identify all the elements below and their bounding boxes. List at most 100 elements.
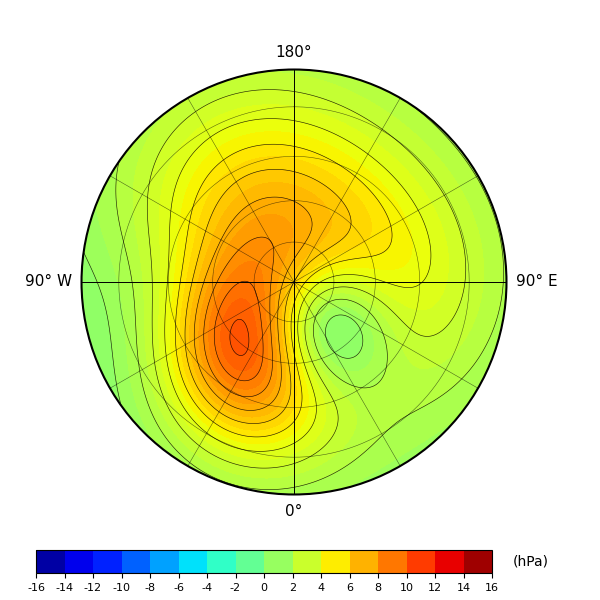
Point bbox=[289, 277, 299, 287]
Point bbox=[289, 277, 299, 287]
Point bbox=[289, 277, 299, 287]
Point bbox=[289, 277, 299, 287]
Point bbox=[289, 277, 299, 287]
Point bbox=[289, 277, 299, 287]
Point bbox=[289, 277, 299, 287]
Point bbox=[289, 277, 299, 287]
Point bbox=[289, 277, 299, 287]
Point bbox=[289, 277, 299, 287]
Point bbox=[289, 277, 299, 287]
Point bbox=[289, 277, 299, 287]
Point bbox=[289, 277, 299, 287]
Point bbox=[289, 277, 299, 287]
Point bbox=[289, 277, 299, 287]
Point bbox=[289, 277, 299, 287]
Point bbox=[289, 277, 299, 287]
Point bbox=[289, 277, 299, 287]
Point bbox=[289, 277, 299, 287]
Point bbox=[289, 277, 299, 287]
Point bbox=[289, 277, 299, 287]
Point bbox=[289, 277, 299, 287]
Point bbox=[289, 277, 299, 287]
Point bbox=[289, 277, 299, 287]
Point bbox=[289, 277, 299, 287]
Point bbox=[289, 277, 299, 287]
Point bbox=[289, 277, 299, 287]
Point bbox=[289, 277, 299, 287]
Point bbox=[289, 277, 299, 287]
Text: 180°: 180° bbox=[275, 46, 313, 61]
Point bbox=[289, 277, 299, 287]
Point bbox=[289, 277, 299, 287]
Point bbox=[289, 277, 299, 287]
Point bbox=[289, 277, 299, 287]
Point bbox=[289, 277, 299, 287]
Point bbox=[289, 277, 299, 287]
Point bbox=[289, 277, 299, 287]
Point bbox=[289, 277, 299, 287]
Point bbox=[289, 277, 299, 287]
Point bbox=[289, 277, 299, 287]
Point bbox=[289, 277, 299, 287]
Point bbox=[289, 277, 299, 287]
Point bbox=[289, 277, 299, 287]
Point bbox=[289, 277, 299, 287]
Point bbox=[289, 277, 299, 287]
Point bbox=[289, 277, 299, 287]
Point bbox=[289, 277, 299, 287]
Point bbox=[289, 277, 299, 287]
Point bbox=[289, 277, 299, 287]
Point bbox=[289, 277, 299, 287]
Point bbox=[289, 277, 299, 287]
Point bbox=[289, 277, 299, 287]
Point bbox=[289, 277, 299, 287]
Point bbox=[289, 277, 299, 287]
Point bbox=[289, 277, 299, 287]
Point bbox=[289, 277, 299, 287]
Point bbox=[289, 277, 299, 287]
Point bbox=[289, 277, 299, 287]
Point bbox=[289, 277, 299, 287]
Point bbox=[289, 277, 299, 287]
Point bbox=[289, 277, 299, 287]
Point bbox=[289, 277, 299, 287]
Text: 90° W: 90° W bbox=[25, 275, 73, 289]
Point bbox=[289, 277, 299, 287]
Point bbox=[289, 277, 299, 287]
Point bbox=[289, 277, 299, 287]
Point bbox=[289, 277, 299, 287]
Point bbox=[289, 277, 299, 287]
Point bbox=[289, 277, 299, 287]
Point bbox=[289, 277, 299, 287]
Point bbox=[289, 277, 299, 287]
Point bbox=[289, 277, 299, 287]
Point bbox=[289, 277, 299, 287]
Point bbox=[289, 277, 299, 287]
Point bbox=[289, 277, 299, 287]
Point bbox=[289, 277, 299, 287]
Text: (hPa): (hPa) bbox=[513, 554, 549, 569]
Point bbox=[289, 277, 299, 287]
Point bbox=[289, 277, 299, 287]
Point bbox=[289, 277, 299, 287]
Point bbox=[289, 277, 299, 287]
Point bbox=[289, 277, 299, 287]
Point bbox=[289, 277, 299, 287]
Point bbox=[289, 277, 299, 287]
Text: 90° E: 90° E bbox=[515, 275, 557, 289]
Point bbox=[289, 277, 299, 287]
Point bbox=[289, 277, 299, 287]
Point bbox=[289, 277, 299, 287]
Point bbox=[289, 277, 299, 287]
Point bbox=[289, 277, 299, 287]
Text: 0°: 0° bbox=[286, 503, 302, 518]
Point bbox=[289, 277, 299, 287]
Point bbox=[289, 277, 299, 287]
Point bbox=[289, 277, 299, 287]
Point bbox=[289, 277, 299, 287]
Point bbox=[289, 277, 299, 287]
Point bbox=[289, 277, 299, 287]
Point bbox=[289, 277, 299, 287]
Point bbox=[289, 277, 299, 287]
Point bbox=[289, 277, 299, 287]
